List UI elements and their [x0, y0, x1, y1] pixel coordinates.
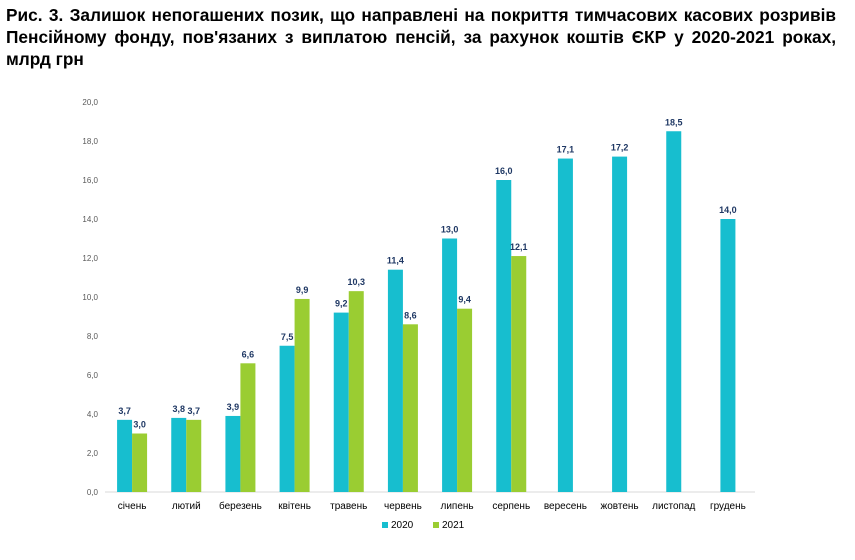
- x-category-label: січень: [118, 501, 147, 512]
- bar-2020-серпень: [496, 180, 512, 492]
- bar-2021-червень: [402, 324, 418, 492]
- bar-2020-червень: [387, 269, 403, 492]
- y-tick-label: 16,0: [82, 176, 98, 185]
- data-label: 9,4: [458, 295, 471, 305]
- x-category-label: серпень: [492, 501, 530, 512]
- data-label: 3,7: [187, 406, 200, 416]
- figure-caption: Рис. 3. Залишок непогашених позик, що на…: [6, 5, 836, 69]
- bar-2020-грудень: [720, 219, 736, 492]
- data-label: 10,3: [347, 277, 365, 287]
- data-label: 7,5: [281, 332, 294, 342]
- bar-2020-травень: [333, 312, 349, 492]
- bar-2020-березень: [225, 415, 241, 492]
- x-category-label: грудень: [710, 501, 746, 512]
- bar-2021-травень: [348, 291, 364, 492]
- bar-2020-січень: [117, 419, 133, 492]
- legend: 2020 2021: [382, 520, 465, 531]
- x-category-label: липень: [441, 501, 474, 512]
- y-tick-label: 4,0: [87, 410, 99, 419]
- y-tick-label: 14,0: [82, 215, 98, 224]
- bar-2021-січень: [132, 433, 148, 492]
- bar-2020-листопад: [666, 131, 682, 492]
- data-label: 3,7: [118, 406, 131, 416]
- data-label: 3,9: [227, 402, 240, 412]
- y-tick-label: 18,0: [82, 137, 98, 146]
- data-label: 12,1: [510, 242, 528, 252]
- bar-layer: [117, 131, 736, 493]
- data-label: 16,0: [495, 166, 513, 176]
- y-tick-label: 8,0: [87, 332, 99, 341]
- y-tick-label: 10,0: [82, 293, 98, 302]
- x-category-label: червень: [384, 501, 422, 512]
- bar-2020-квітень: [279, 345, 295, 492]
- bar-2020-липень: [442, 238, 458, 492]
- data-label: 17,1: [557, 145, 575, 155]
- legend-swatch-2021: [433, 522, 439, 528]
- y-tick-label: 2,0: [87, 449, 99, 458]
- bar-2021-березень: [240, 363, 256, 492]
- legend-label-2021: 2021: [442, 520, 465, 531]
- y-tick-label: 20,0: [82, 98, 98, 107]
- x-category-label: вересень: [544, 501, 587, 512]
- bar-2020-жовтень: [612, 156, 628, 492]
- data-label: 18,5: [665, 117, 683, 127]
- label-layer: 3,7 3,8 3,97,59,211,413,016,017,1 17,218,51…: [118, 117, 736, 429]
- y-tick-label: 12,0: [82, 254, 98, 263]
- x-category-label: жовтень: [601, 501, 639, 512]
- data-label: 6,6: [242, 349, 255, 359]
- legend-label-2020: 2020: [391, 520, 414, 531]
- legend-swatch-2020: [382, 522, 388, 528]
- y-tick-label: 6,0: [87, 371, 99, 380]
- data-label: 14,0: [719, 205, 737, 215]
- bar-2020-лютий: [171, 417, 187, 492]
- x-category-label: квітень: [278, 501, 311, 512]
- y-tick-label: 0,0: [87, 488, 99, 497]
- data-label: 13,0: [441, 225, 459, 235]
- bar-2020-вересень: [557, 158, 573, 493]
- x-category-label: листопад: [652, 501, 695, 512]
- axis-layer: 0,0 2,0 4,0 6,0 8,0 10,0 12,0 14,0 16,0 18,0 20,0 с…: [82, 98, 755, 512]
- x-category-label: травень: [330, 501, 367, 512]
- x-category-label: березень: [219, 500, 262, 512]
- data-label: 11,4: [387, 256, 404, 266]
- data-label: 3,8: [172, 404, 185, 414]
- bar-2021-квітень: [294, 298, 310, 492]
- x-category-label: лютий: [172, 501, 201, 512]
- data-label: 9,9: [296, 285, 309, 295]
- data-label: 8,6: [404, 310, 417, 320]
- data-label: 9,2: [335, 299, 348, 309]
- data-label: 17,2: [611, 143, 629, 153]
- data-label: 3,0: [133, 420, 146, 430]
- bar-2021-серпень: [511, 256, 527, 492]
- bar-2021-лютий: [186, 419, 202, 492]
- bar-2021-липень: [457, 308, 473, 492]
